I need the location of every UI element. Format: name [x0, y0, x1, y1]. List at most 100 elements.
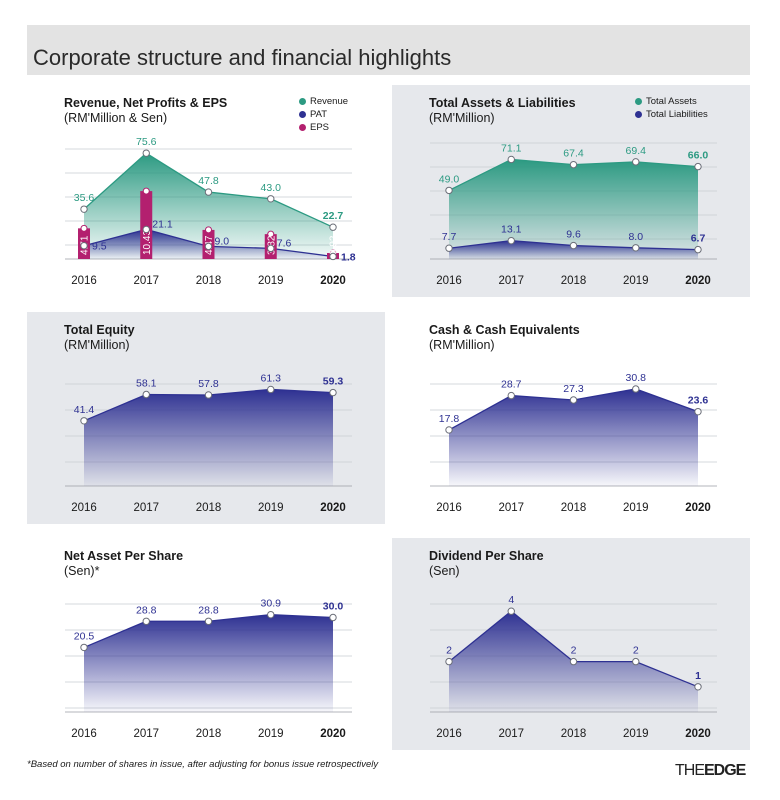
- x-tick-label: 2018: [561, 502, 587, 514]
- value-label: 35.6: [74, 192, 95, 204]
- series-area-value: [84, 389, 333, 486]
- x-tick-label: 2016: [436, 502, 462, 514]
- x-tick-label: 2018: [196, 275, 222, 287]
- eps-value-label: 0.92: [329, 235, 340, 255]
- data-point: [507, 607, 515, 615]
- chart-svg: 2 4 2 2 1 2016 2017 2018 2019 2020: [430, 594, 717, 740]
- value-label: 7.6: [277, 237, 292, 249]
- value-label: 61.3: [261, 372, 282, 384]
- x-tick-label: 2017: [133, 275, 159, 287]
- data-point: [267, 610, 275, 619]
- x-tick-label: 2016: [71, 728, 97, 740]
- data-point: [80, 417, 88, 425]
- data-point: [632, 657, 640, 666]
- value-label: 6.7: [691, 233, 706, 245]
- footnote: *Based on number of shares in issue, aft…: [27, 759, 379, 770]
- data-point: [632, 244, 640, 252]
- chart-title: Total Assets & Liabilities: [429, 96, 576, 110]
- value-label: 7.7: [442, 231, 457, 243]
- cash-chart-panel: Cash & Cash Equivalents (RM'Million) 17.…: [392, 312, 750, 524]
- value-label: 2: [633, 645, 639, 657]
- data-point: [142, 149, 150, 157]
- data-point: [267, 385, 275, 394]
- legend-swatch: [299, 124, 306, 131]
- logo-edge-text: EDGE: [704, 762, 746, 779]
- data-point: [204, 391, 213, 399]
- series-area-total-liabilities: [449, 240, 698, 259]
- chart-subtitle: (Sen)*: [64, 564, 100, 578]
- x-tick-label: 2020: [320, 502, 346, 514]
- value-label: 9.5: [92, 241, 107, 253]
- chart-title: Cash & Cash Equivalents: [429, 323, 580, 337]
- value-label: 57.8: [198, 378, 219, 390]
- data-point: [445, 186, 453, 195]
- data-point: [694, 245, 702, 254]
- eps-marker: [142, 187, 150, 195]
- eps-value-label: 10.43: [142, 230, 153, 255]
- x-tick-label: 2020: [685, 275, 711, 287]
- value-label: 28.8: [136, 604, 157, 616]
- value-label: 9.0: [215, 235, 230, 247]
- legend-swatch: [635, 98, 642, 105]
- value-label: 2: [571, 645, 577, 657]
- data-point: [204, 188, 213, 196]
- data-point: [569, 657, 578, 666]
- series-area-value: [84, 614, 333, 712]
- data-point: [694, 407, 702, 416]
- data-point: [329, 613, 337, 622]
- chart-subtitle: (RM'Million): [429, 338, 495, 352]
- x-tick-label: 2020: [320, 275, 346, 287]
- x-tick-label: 2017: [133, 502, 159, 514]
- data-point: [445, 244, 453, 252]
- data-point: [329, 388, 337, 397]
- value-label: 20.5: [74, 630, 95, 642]
- data-point: [445, 657, 453, 666]
- value-label: 58.1: [136, 377, 157, 389]
- chart-subtitle: (Sen): [429, 564, 460, 578]
- x-tick-label: 2018: [196, 728, 222, 740]
- x-tick-label: 2019: [258, 275, 284, 287]
- revenue-chart-panel: Revenue, Net Profits & EPS (RM'Million &…: [27, 85, 385, 297]
- data-point: [445, 426, 453, 434]
- legend-label: Total Liabilities: [646, 109, 708, 120]
- x-tick-label: 2018: [561, 275, 587, 287]
- title-banner: Corporate structure and financial highli…: [27, 25, 750, 75]
- chart-subtitle: (RM'Million): [64, 338, 130, 352]
- data-point: [142, 225, 150, 234]
- data-point: [267, 244, 275, 253]
- series-area-value: [449, 389, 698, 486]
- chart-title: Net Asset Per Share: [64, 549, 184, 563]
- value-label: 8.0: [628, 231, 643, 243]
- chart-svg: 49.0 71.1 67.4 69.4 66.0 7.7 13.1 9.6 8.0 6.7 2016…: [430, 142, 717, 287]
- data-point: [507, 155, 515, 164]
- value-label: 66.0: [688, 150, 709, 162]
- value-label: 30.8: [626, 372, 647, 384]
- value-label: 1.8: [341, 251, 356, 263]
- eps-marker: [267, 230, 275, 238]
- total-equity-chart-panel: Total Equity (RM'Million) 41.4 58.1 57.8 61…: [27, 312, 385, 524]
- x-tick-label: 2016: [71, 275, 97, 287]
- legend-label: EPS: [310, 122, 330, 133]
- x-tick-label: 2016: [436, 728, 462, 740]
- data-point: [80, 643, 88, 652]
- net-asset-per-share-chart-panel: Net Asset Per Share (Sen)* 20.5 28.8 28.8 3…: [27, 538, 385, 750]
- x-tick-label: 2018: [196, 502, 222, 514]
- value-label: 27.3: [563, 383, 584, 395]
- value-label: 30.0: [323, 601, 344, 613]
- legend-swatch: [299, 111, 306, 118]
- value-label: 75.6: [136, 136, 157, 148]
- data-point: [329, 252, 337, 261]
- chart-svg: 17.8 28.7 27.3 30.8 23.6 2016 2017 2018 2019 2020: [430, 372, 717, 514]
- value-label: 22.7: [323, 210, 344, 222]
- data-point: [142, 390, 150, 399]
- chart-title: Dividend Per Share: [429, 549, 544, 563]
- x-tick-label: 2016: [71, 502, 97, 514]
- data-point: [142, 617, 150, 625]
- value-label: 41.4: [74, 404, 95, 416]
- value-label: 17.8: [439, 413, 460, 425]
- value-label: 28.8: [198, 604, 219, 616]
- legend-label: PAT: [310, 109, 328, 120]
- value-label: 2: [446, 645, 452, 657]
- chart-svg: 41.4 58.1 57.8 61.3 59.3 2016 2017 2018 2019 2020: [65, 372, 352, 514]
- data-point: [507, 391, 515, 400]
